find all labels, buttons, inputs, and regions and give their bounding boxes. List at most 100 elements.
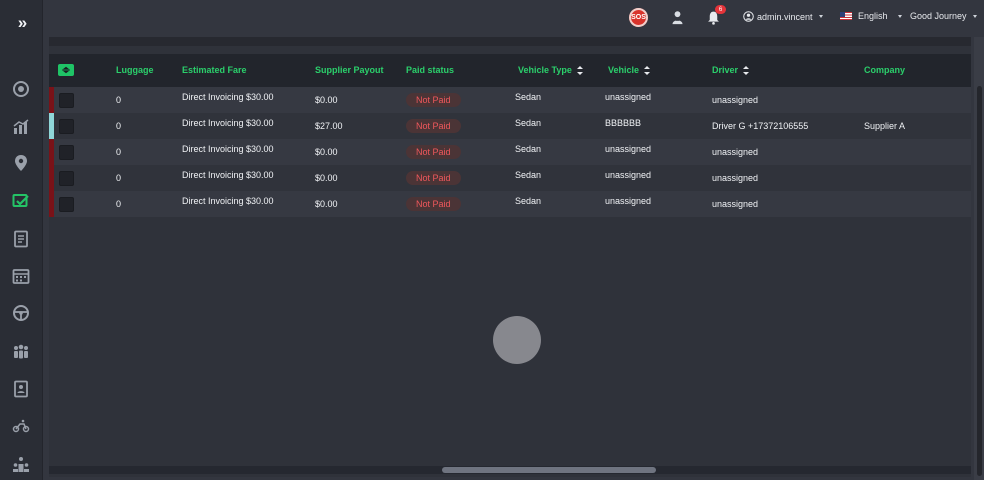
driver-cell: unassigned (712, 173, 759, 183)
touch-indicator (493, 316, 541, 364)
steering-wheel-icon[interactable] (10, 302, 32, 324)
col-estimated-fare[interactable]: Estimated Fare (182, 65, 247, 75)
row-checkbox[interactable] (59, 197, 74, 212)
row-status-marker (49, 191, 54, 217)
users-group-icon[interactable] (10, 340, 32, 362)
col-company[interactable]: Company (864, 65, 905, 75)
row-status-marker (49, 139, 54, 165)
row-checkbox[interactable] (59, 145, 74, 160)
vehicle-cell: unassigned (605, 196, 652, 206)
col-driver[interactable]: Driver (712, 65, 750, 75)
driver-cell: unassigned (712, 147, 759, 157)
analytics-icon[interactable] (10, 116, 32, 138)
paid-status-badge: Not Paid (406, 197, 461, 211)
luggage-cell: 0 (116, 173, 122, 183)
table-row[interactable]: 0 Direct Invoicing $30.00 $0.00 Not Paid… (49, 165, 971, 191)
col-vehicle-type-label: Vehicle Type (518, 65, 572, 75)
vehicles-icon[interactable] (10, 415, 32, 437)
user-menu-caret-icon (818, 15, 823, 18)
sos-button[interactable]: SOS (629, 8, 648, 27)
company-selector[interactable]: Good Journey (910, 11, 977, 21)
col-luggage[interactable]: Luggage (116, 65, 154, 75)
luggage-cell: 0 (116, 121, 122, 131)
table-row[interactable]: 0 Direct Invoicing $30.00 $0.00 Not Paid… (49, 191, 971, 217)
row-checkbox[interactable] (59, 171, 74, 186)
language-selector[interactable]: English (840, 11, 902, 21)
row-status-marker (49, 165, 54, 191)
payout-cell: $0.00 (315, 95, 338, 105)
language-caret-icon (897, 14, 902, 18)
company-label: Good Journey (910, 11, 967, 21)
row-status-marker (49, 113, 54, 139)
driver-cell: unassigned (712, 199, 759, 209)
sort-icon[interactable] (743, 65, 750, 75)
payout-cell: $0.00 (315, 147, 338, 157)
col-paid-status[interactable]: Paid status (406, 65, 454, 75)
col-estimated-fare-label: Estimated Fare (182, 65, 247, 75)
col-luggage-label: Luggage (116, 65, 154, 75)
driver-cell: Driver G +17372106555 (712, 121, 809, 131)
invoice-icon[interactable] (10, 228, 32, 250)
notification-count-badge: 6 (715, 5, 726, 14)
fare-cell: Direct Invoicing $30.00 (182, 196, 274, 206)
col-company-label: Company (864, 65, 906, 75)
col-supplier-payout-label: Supplier Payout (315, 65, 384, 75)
row-checkbox[interactable] (59, 119, 74, 134)
calendar-icon[interactable] (10, 265, 32, 287)
vehicle-cell: BBBBBB (605, 118, 642, 128)
vehicle-type-cell: Sedan (515, 118, 542, 128)
luggage-cell: 0 (116, 95, 122, 105)
notifications-icon[interactable]: 6 (704, 5, 726, 26)
vehicle-type-cell: Sedan (515, 196, 542, 206)
us-flag-icon (840, 12, 852, 20)
paid-status-badge: Not Paid (406, 171, 461, 185)
col-vehicle[interactable]: Vehicle (608, 65, 651, 75)
top-bar: SOS 6 admin.vincent English Good Journey (43, 0, 984, 34)
fare-cell: Direct Invoicing $30.00 (182, 144, 274, 154)
table-row[interactable]: 0 Direct Invoicing $30.00 $0.00 Not Paid… (49, 139, 971, 165)
vehicle-type-cell: Sedan (515, 170, 542, 180)
horizontal-scroll-thumb[interactable] (442, 467, 656, 473)
vehicle-cell: unassigned (605, 92, 652, 102)
bookings-icon[interactable] (10, 190, 32, 212)
contact-card-icon[interactable] (10, 378, 32, 400)
table-header: Luggage Estimated Fare Supplier Payout P… (49, 54, 971, 87)
vehicle-type-cell: Sedan (515, 144, 542, 154)
table-row[interactable]: 0 Direct Invoicing $30.00 $27.00 Not Pai… (49, 113, 971, 139)
paid-status-badge: Not Paid (406, 93, 461, 107)
luggage-cell: 0 (116, 199, 122, 209)
card-top-strip (49, 37, 971, 46)
fare-cell: Direct Invoicing $30.00 (182, 170, 274, 180)
vehicle-cell: unassigned (605, 144, 652, 154)
language-label: English (858, 11, 888, 21)
table-row[interactable]: 0 Direct Invoicing $30.00 $0.00 Not Paid… (49, 87, 971, 113)
expand-sidebar-icon[interactable]: » (17, 13, 27, 32)
payout-cell: $27.00 (315, 121, 343, 131)
col-supplier-payout[interactable]: Supplier Payout (315, 65, 384, 75)
map-pin-icon[interactable] (10, 152, 32, 174)
dashboard-icon[interactable] (10, 78, 32, 100)
hierarchy-icon[interactable] (10, 453, 32, 475)
row-checkbox[interactable] (59, 93, 74, 108)
col-vehicle-type[interactable]: Vehicle Type (518, 65, 583, 75)
sort-icon[interactable] (644, 65, 651, 75)
payout-cell: $0.00 (315, 173, 338, 183)
user-menu[interactable]: admin.vincent (743, 11, 823, 22)
payout-cell: $0.00 (315, 199, 338, 209)
vehicle-cell: unassigned (605, 170, 652, 180)
vehicle-type-cell: Sedan (515, 92, 542, 102)
bookings-table-card: Luggage Estimated Fare Supplier Payout P… (49, 37, 971, 477)
col-vehicle-label: Vehicle (608, 65, 640, 75)
paid-status-badge: Not Paid (406, 145, 461, 159)
paid-status-badge: Not Paid (406, 119, 461, 133)
column-toggle-icon[interactable] (58, 64, 74, 76)
company-cell: Supplier A (864, 121, 906, 131)
vertical-scroll-thumb[interactable] (977, 86, 982, 476)
sort-icon[interactable] (576, 65, 583, 75)
driver-cell: unassigned (712, 95, 759, 105)
driver-status-icon[interactable] (668, 8, 686, 26)
fare-cell: Direct Invoicing $30.00 (182, 92, 274, 102)
row-status-marker (49, 87, 54, 113)
sidebar: » (0, 0, 43, 480)
user-avatar-icon (743, 11, 754, 22)
